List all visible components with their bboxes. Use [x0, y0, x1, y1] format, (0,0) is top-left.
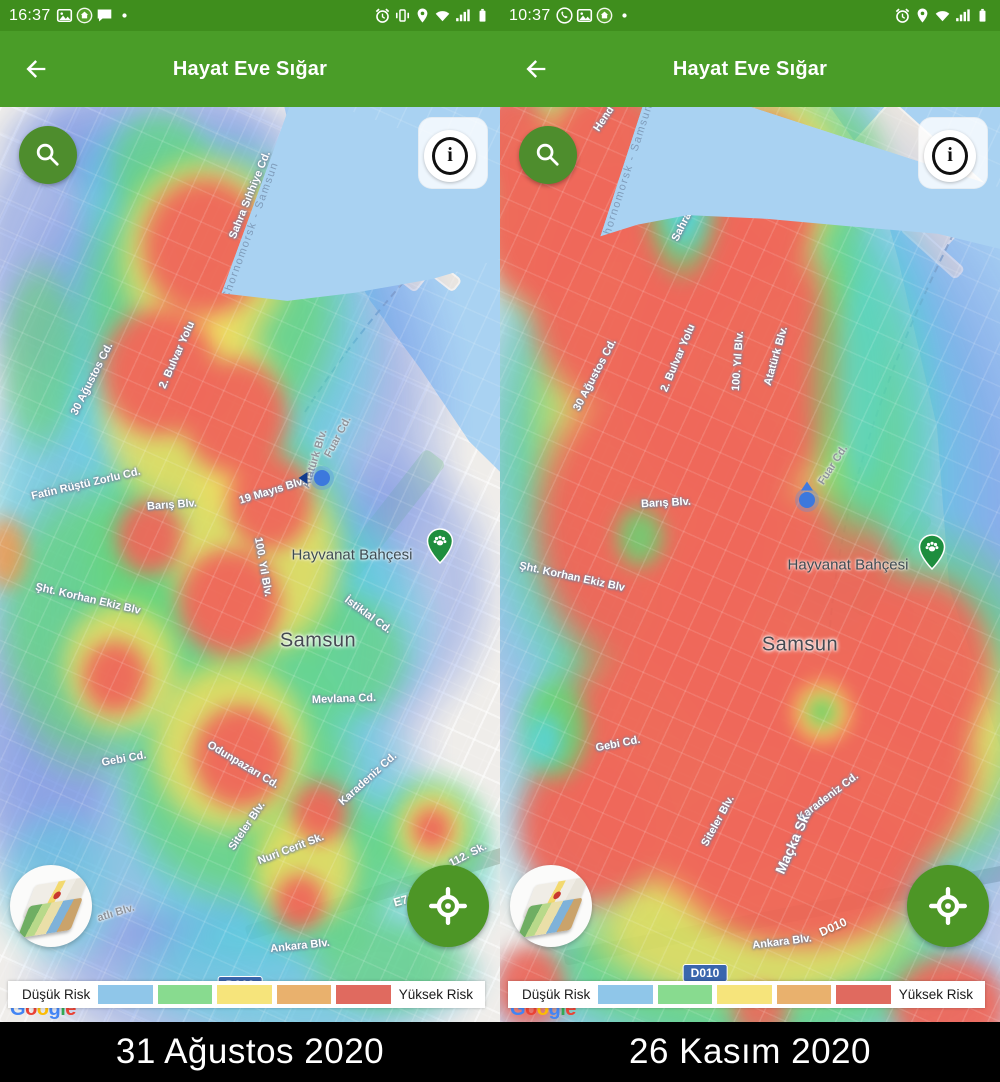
status-left-icons — [555, 7, 633, 24]
legend-swatch — [336, 985, 391, 1004]
zoo-marker-pin — [918, 534, 946, 575]
legend-high-label: Yüksek Risk — [898, 987, 973, 1002]
map-heat-thumbnail-icon — [517, 897, 583, 939]
signal-icon — [954, 7, 971, 24]
current-location-dot — [799, 492, 815, 508]
status-right-icons — [374, 7, 491, 24]
map-view[interactable]: Hend Sahra Sıhhiye Cd. Chornomorsk - Samsu… — [500, 107, 1000, 1022]
legend-swatch — [276, 985, 332, 1004]
app-bar: Hayat Eve Sığar — [0, 31, 500, 107]
app-title: Hayat Eve Sığar — [172, 57, 328, 80]
info-button[interactable]: i — [424, 130, 476, 182]
legend-swatch — [836, 985, 891, 1004]
info-icon: i — [932, 137, 968, 175]
location-heading-arrow — [801, 481, 813, 491]
hes-app-icon — [596, 7, 613, 24]
legend-swatches — [598, 985, 891, 1004]
vibrate-icon — [394, 7, 411, 24]
location-icon — [914, 7, 931, 24]
app-title: Hayat Eve Sığar — [672, 57, 828, 80]
search-button[interactable] — [519, 126, 577, 184]
screenshot-panel-august: 16:37 Hayat Eve Sığar Sahra Sıhhiye Cd. R… — [0, 0, 500, 1082]
legend-swatch — [98, 985, 153, 1004]
my-location-button[interactable] — [907, 865, 989, 947]
location-icon — [414, 7, 431, 24]
notification-dot — [616, 7, 633, 24]
status-time: 10:37 — [509, 6, 551, 24]
image-icon — [56, 7, 73, 24]
legend-low-label: Düşük Risk — [22, 987, 91, 1002]
signal-icon — [454, 7, 471, 24]
battery-icon — [474, 7, 491, 24]
back-arrow-icon[interactable] — [22, 55, 50, 83]
chat-icon — [96, 7, 113, 24]
status-bar: 16:37 — [0, 0, 500, 31]
battery-icon — [974, 7, 991, 24]
my-location-button[interactable] — [407, 865, 489, 947]
status-left-icons — [56, 7, 133, 24]
legend-low-label: Düşük Risk — [522, 987, 591, 1002]
app-bar: Hayat Eve Sığar — [500, 31, 1000, 107]
legend-swatch — [157, 985, 213, 1004]
date-caption: 31 Ağustos 2020 — [0, 1022, 500, 1082]
legend-swatch — [776, 985, 832, 1004]
whatsapp-icon — [555, 7, 573, 24]
legend-swatch — [717, 985, 772, 1004]
status-time: 16:37 — [9, 6, 51, 24]
map-heat-thumbnail-icon — [17, 897, 83, 939]
legend-swatch — [657, 985, 713, 1004]
legend-swatches — [98, 985, 391, 1004]
status-bar: 10:37 — [500, 0, 1000, 31]
wifi-icon — [434, 7, 451, 24]
legend-swatch — [217, 985, 272, 1004]
info-icon: i — [432, 137, 468, 175]
hes-app-icon — [76, 7, 93, 24]
current-location-dot — [314, 470, 330, 486]
info-button[interactable]: i — [924, 130, 976, 182]
map-type-button[interactable] — [10, 865, 92, 947]
alarm-icon — [374, 7, 391, 24]
back-arrow-icon[interactable] — [522, 55, 550, 83]
screenshot-panel-november: 10:37 Hayat Eve Sığar Hend Sahra Sıhhiye … — [500, 0, 1000, 1082]
map-view[interactable]: Sahra Sıhhiye Cd. Rıhtım Blv. Chornomorsk … — [0, 107, 500, 1022]
risk-legend: Düşük Risk Yüksek Risk — [508, 981, 985, 1008]
wifi-icon — [934, 7, 951, 24]
map-type-button[interactable] — [510, 865, 592, 947]
risk-legend: Düşük Risk Yüksek Risk — [8, 981, 485, 1008]
notification-dot — [116, 7, 133, 24]
image-icon — [576, 7, 593, 24]
legend-swatch — [598, 985, 653, 1004]
search-button[interactable] — [19, 126, 77, 184]
location-heading-arrow — [298, 472, 308, 484]
legend-high-label: Yüksek Risk — [398, 987, 473, 1002]
status-right-icons — [894, 7, 991, 24]
zoo-marker-pin — [426, 528, 454, 569]
alarm-icon — [894, 7, 911, 24]
date-caption: 26 Kasım 2020 — [500, 1022, 1000, 1082]
